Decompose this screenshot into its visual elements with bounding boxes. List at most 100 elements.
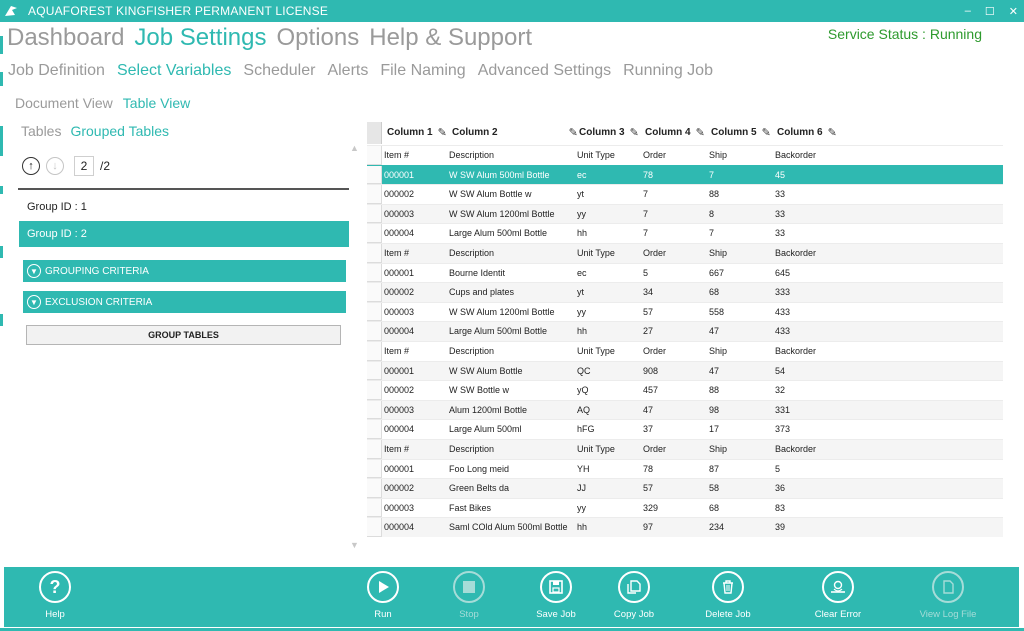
table-cell[interactable]: 98	[709, 404, 720, 415]
table-cell[interactable]: AQ	[577, 404, 591, 415]
column-header[interactable]: Column 4	[645, 127, 691, 138]
table-cell[interactable]: 000001	[384, 169, 415, 180]
table-cell[interactable]: Item #	[384, 150, 410, 160]
table-cell[interactable]: W SW Alum 1200ml Bottle	[449, 306, 555, 317]
table-cell[interactable]: Foo Long meid	[449, 463, 510, 474]
table-cell[interactable]: 68	[709, 502, 720, 513]
table-cell[interactable]: 54	[775, 365, 786, 376]
table-cell[interactable]: 87	[709, 463, 720, 474]
table-cell[interactable]: Description	[449, 150, 495, 160]
table-row[interactable]: 000004 Large Alum 500ml Bottle hh 27 47 433	[367, 321, 1003, 341]
minimize-button[interactable]: –	[964, 5, 971, 17]
nav-help-support[interactable]: Help & Support	[369, 24, 532, 51]
help-button[interactable]: ? Help	[15, 571, 95, 620]
table-cell[interactable]: 33	[775, 189, 786, 200]
scroll-up-icon[interactable]: ▲	[350, 143, 359, 153]
table-cell[interactable]: 34	[643, 287, 654, 298]
pencil-icon[interactable]: ✎	[827, 127, 837, 139]
table-cell[interactable]: 7	[709, 169, 715, 180]
table-cell[interactable]: 000004	[384, 228, 415, 239]
table-cell[interactable]: 000004	[384, 424, 415, 435]
group-item-selected[interactable]: Group ID : 2	[19, 221, 349, 247]
table-cell[interactable]: Order	[643, 345, 667, 356]
table-cell[interactable]: Alum 1200ml Bottle	[449, 404, 528, 415]
scroll-down-icon[interactable]: ▼	[350, 540, 359, 550]
column-header[interactable]: Column 5	[711, 127, 757, 138]
table-cell[interactable]: 000003	[384, 502, 415, 513]
table-row[interactable]: 000001 W SW Alum Bottle QC 908 47 54	[367, 360, 1003, 381]
table-cell[interactable]: Description	[449, 443, 495, 454]
table-row[interactable]: 000001 Bourne Identit ec 5 667 645	[367, 262, 1003, 283]
table-cell[interactable]: 5	[775, 463, 781, 474]
table-row[interactable]: 000002 W SW Alum Bottle w yt 7 88 33	[367, 184, 1003, 204]
row-header[interactable]	[367, 400, 382, 420]
pencil-icon[interactable]: ✎	[437, 127, 447, 139]
table-cell[interactable]: 97	[643, 522, 654, 533]
table-row[interactable]: 000003 Alum 1200ml Bottle AQ 47 98 331	[367, 399, 1003, 420]
table-row[interactable]: 000003 W SW Alum 1200ml Bottle yy 57 558 433	[367, 301, 1003, 322]
row-header[interactable]	[367, 283, 382, 302]
table-cell[interactable]: Large Alum 500ml Bottle	[449, 326, 548, 337]
table-cell[interactable]: 47	[709, 326, 720, 337]
table-cell[interactable]: 000002	[384, 483, 415, 494]
table-row[interactable]: 000002 W SW Bottle w yQ 457 88 32	[367, 380, 1003, 400]
table-row[interactable]: 000002 Green Belts da JJ 57 58 36	[367, 478, 1003, 498]
table-cell[interactable]: Large Alum 500ml	[449, 424, 522, 435]
row-header[interactable]	[367, 381, 382, 400]
table-cell[interactable]: W SW Bottle w	[449, 385, 510, 396]
pencil-icon[interactable]: ✎	[568, 127, 578, 139]
tab-grouped-tables[interactable]: Grouped Tables	[70, 123, 170, 139]
table-cell[interactable]: 47	[709, 365, 720, 376]
table-cell[interactable]: QC	[577, 365, 591, 376]
table-cell[interactable]: 37	[643, 424, 654, 435]
run-button[interactable]: Run	[343, 571, 423, 620]
table-cell[interactable]: 000002	[384, 287, 415, 298]
table-cell[interactable]: 7	[643, 208, 649, 219]
row-header[interactable]	[367, 204, 382, 224]
table-cell[interactable]: 7	[643, 189, 649, 200]
close-button[interactable]: ✕	[1008, 5, 1018, 18]
table-cell[interactable]: 17	[709, 424, 720, 435]
row-header[interactable]	[367, 498, 382, 518]
table-cell[interactable]: Ship	[709, 247, 728, 258]
table-cell[interactable]: 000001	[384, 365, 415, 376]
table-cell[interactable]: Ship	[709, 345, 728, 356]
row-header[interactable]	[367, 165, 382, 185]
clear-error-button[interactable]: Clear Error	[798, 571, 878, 620]
table-cell[interactable]: 000002	[384, 385, 415, 396]
table-cell[interactable]: 329	[643, 502, 659, 513]
table-cell[interactable]: 57	[643, 306, 654, 317]
table-cell[interactable]: Cups and plates	[449, 287, 515, 298]
copy-job-button[interactable]: Copy Job	[594, 571, 674, 620]
column-header[interactable]: Column 3	[579, 127, 625, 138]
table-cell[interactable]: Item #	[384, 345, 410, 356]
tab-job-definition[interactable]: Job Definition	[8, 62, 105, 79]
table-cell[interactable]: Green Belts da	[449, 483, 510, 494]
table-cell[interactable]: Description	[449, 247, 495, 258]
row-header[interactable]	[367, 263, 382, 283]
table-cell[interactable]: 234	[709, 522, 725, 533]
table-cell[interactable]: Saml COld Alum 500ml Bottle	[449, 522, 568, 533]
nav-options[interactable]: Options	[276, 24, 360, 51]
table-row[interactable]: 000001 W SW Alum 500ml Bottle ec 78 7 45	[367, 164, 1003, 185]
table-cell[interactable]: yy	[577, 306, 586, 317]
save-job-button[interactable]: Save Job	[516, 571, 596, 620]
table-cell[interactable]: Unit Type	[577, 345, 615, 356]
table-cell[interactable]: yt	[577, 189, 585, 200]
table-header-row[interactable]: Item # Description Unit Type Order Ship Backo…	[367, 242, 1003, 263]
table-cell[interactable]: JJ	[577, 483, 586, 494]
tab-tables[interactable]: Tables	[21, 123, 62, 139]
table-cell[interactable]: 433	[775, 326, 791, 337]
table-cell[interactable]: W SW Alum Bottle w	[449, 189, 532, 200]
table-cell[interactable]: 47	[643, 404, 654, 415]
table-cell[interactable]: 45	[775, 169, 786, 180]
table-cell[interactable]: Bourne Identit	[449, 267, 506, 278]
table-cell[interactable]: 000004	[384, 326, 415, 337]
tab-table-view[interactable]: Table View	[122, 95, 191, 111]
row-header[interactable]	[367, 361, 382, 381]
grid-corner[interactable]	[367, 122, 382, 144]
view-log-file-button[interactable]: View Log File	[908, 571, 988, 620]
row-header[interactable]	[367, 146, 382, 165]
row-header[interactable]	[367, 302, 382, 322]
table-cell[interactable]: 558	[709, 306, 725, 317]
